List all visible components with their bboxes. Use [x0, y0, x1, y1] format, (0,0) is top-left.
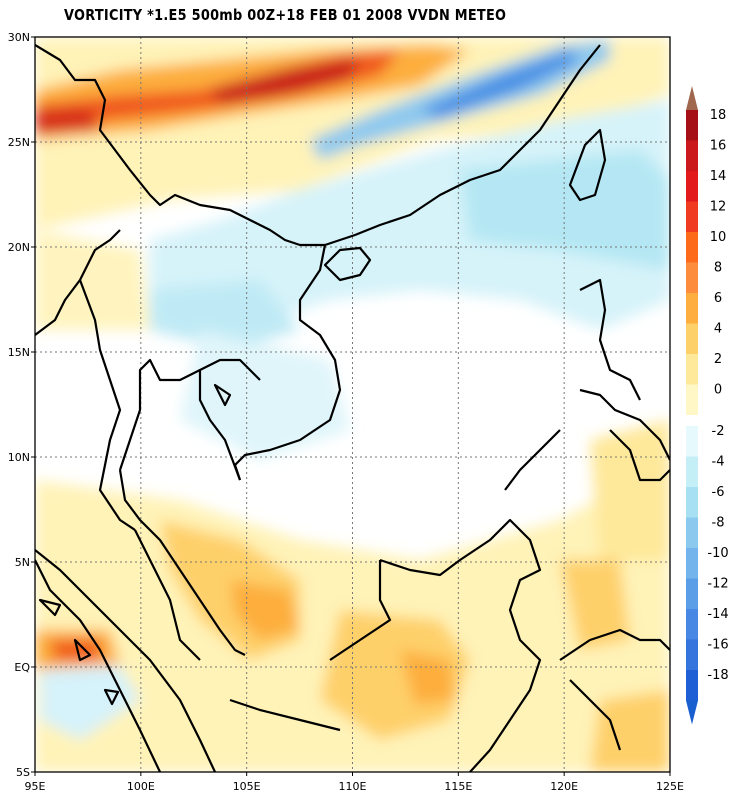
latitude-label: 15N: [8, 346, 30, 359]
latitude-label: 30N: [8, 31, 30, 44]
legend-label: -2: [712, 424, 725, 439]
legend-swatch-negative: [686, 639, 698, 670]
legend-swatch-negative: [686, 578, 698, 609]
longitude-label: 95E: [25, 780, 46, 793]
legend-swatch-positive: [686, 323, 698, 354]
legend-label: 0: [714, 383, 722, 398]
legend-label: -4: [712, 455, 725, 470]
legend-label: -8: [712, 516, 725, 531]
legend-bottom-arrow: [686, 700, 698, 725]
legend-label: 10: [710, 230, 727, 245]
coastlines: [35, 44, 670, 772]
latitude-label: 25N: [8, 136, 30, 149]
legend-swatch-negative: [686, 456, 698, 487]
legend-top-arrow: [686, 86, 698, 110]
legend-swatch-positive: [686, 201, 698, 232]
legend-label: 12: [710, 200, 727, 215]
latitude-label: 5S: [16, 766, 30, 779]
color-legend: 18 16 14 12 10 8 6 4 2 0 -2 -4 -6 -8 -10 -12 -14 -16 -18: [686, 86, 729, 725]
longitude-label: 110E: [339, 780, 367, 793]
legend-swatch-negative: [686, 670, 698, 701]
legend-swatch-positive: [686, 262, 698, 293]
legend-label: 18: [710, 108, 727, 123]
legend-swatch-negative: [686, 426, 698, 457]
legend-label: -10: [707, 546, 728, 561]
legend-swatch-positive: [686, 354, 698, 385]
legend-label: 2: [714, 352, 722, 367]
legend-swatch-positive: [686, 384, 698, 415]
legend-swatch-negative: [686, 487, 698, 518]
legend-label: 16: [710, 139, 727, 154]
legend-swatch-positive: [686, 293, 698, 324]
legend-label: -6: [712, 485, 725, 500]
legend-label: 4: [714, 322, 722, 337]
legend-label: 6: [714, 291, 722, 306]
legend-label: -12: [707, 577, 728, 592]
legend-label: -18: [707, 668, 728, 683]
longitude-label: 120E: [550, 780, 578, 793]
longitude-label: 105E: [233, 780, 261, 793]
legend-swatch-negative: [686, 517, 698, 548]
legend-label: 14: [710, 169, 727, 184]
legend-swatch-positive: [686, 171, 698, 202]
latitude-label: EQ: [14, 661, 30, 674]
graticule: [35, 37, 670, 772]
latitude-label: 5N: [15, 556, 30, 569]
longitude-label: 100E: [127, 780, 155, 793]
legend-label: -16: [707, 638, 728, 653]
legend-swatch-negative: [686, 548, 698, 579]
legend-swatch-positive: [686, 140, 698, 171]
longitude-label: 115E: [444, 780, 472, 793]
map-title: VORTICITY *1.E5 500mb 00Z+18 FEB 01 2008…: [64, 6, 507, 24]
legend-swatch-positive: [686, 110, 698, 141]
legend-label: 8: [714, 261, 722, 276]
latitude-label: 10N: [8, 451, 30, 464]
axis-labels: 95E 100E 105E 110E 115E 120E 125E 5S EQ 5N 10N 15N 2…: [8, 31, 684, 793]
legend-swatch-negative: [686, 609, 698, 640]
legend-label: -14: [707, 607, 728, 622]
longitude-label: 125E: [656, 780, 684, 793]
legend-swatch-positive: [686, 232, 698, 263]
latitude-label: 20N: [8, 241, 30, 254]
